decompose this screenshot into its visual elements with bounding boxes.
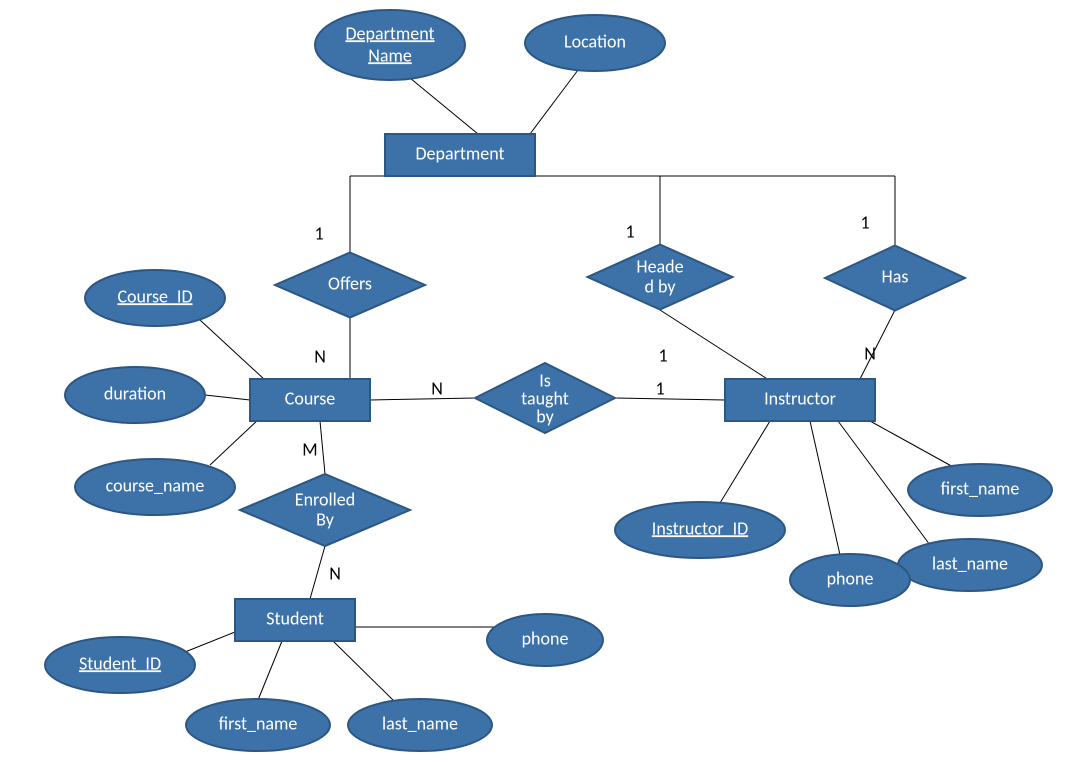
edge <box>410 78 478 134</box>
attribute-label: first_name <box>941 477 1020 499</box>
attribute-instr_id: Instructor_ID <box>615 502 785 558</box>
entity-course: Course <box>250 379 370 421</box>
cardinality-taught_instr: 1 <box>655 377 664 399</box>
relationship-label: Heade <box>636 255 683 277</box>
attribute-student_id: Student_ID <box>45 637 195 693</box>
cardinality-offers_course: N <box>314 345 326 367</box>
relationship-label: By <box>316 508 335 530</box>
edge <box>530 70 578 134</box>
entity-label: Instructor <box>764 387 836 409</box>
relationship-label: Offers <box>328 272 372 294</box>
edge <box>810 421 840 555</box>
attribute-label: course_name <box>106 474 205 496</box>
attribute-instr_last: last_name <box>898 539 1042 591</box>
entity-label: Department <box>415 142 504 164</box>
attribute-stu_phone: phone <box>487 614 603 666</box>
attribute-label: first_name <box>219 712 298 734</box>
relationship-headed_by: Headed by <box>588 245 733 310</box>
cardinality-enrolled_student: N <box>329 562 341 584</box>
entity-instructor: Instructor <box>725 379 875 421</box>
cardinality-offers_dept: 1 <box>314 222 323 244</box>
cardinality-has_dept: 1 <box>860 211 869 233</box>
relationship-enrolled_by: EnrolledBy <box>240 474 410 546</box>
edge <box>210 418 260 465</box>
edge <box>310 546 325 599</box>
edge <box>258 641 282 700</box>
attribute-stu_first: first_name <box>186 699 330 751</box>
cardinality-enrolled_course: M <box>302 438 317 460</box>
cardinality-taught_course: N <box>431 377 443 399</box>
attribute-location: Location <box>525 15 665 71</box>
attribute-label: Student_ID <box>79 652 161 674</box>
cardinality-has_instr: N <box>864 342 876 364</box>
attribute-label: last_name <box>932 552 1008 574</box>
entity-department: Department <box>385 134 535 176</box>
edge <box>185 632 235 652</box>
entity-label: Student <box>266 607 324 629</box>
relationship-is_taught_by: Istaughtby <box>475 363 615 433</box>
attribute-label: duration <box>104 382 166 404</box>
attribute-label: Location <box>564 30 626 52</box>
attribute-label: Instructor_ID <box>652 517 748 539</box>
attribute-stu_last: last_name <box>348 699 492 751</box>
attribute-course_id: Course_ID <box>85 270 225 326</box>
attribute-instr_first: first_name <box>908 464 1052 516</box>
edge <box>370 398 475 400</box>
entity-student: Student <box>235 599 355 641</box>
attribute-course_name: course_name <box>75 459 235 515</box>
attribute-label: Name <box>368 44 412 66</box>
attribute-label: phone <box>522 627 569 649</box>
edge <box>205 395 250 400</box>
edge <box>320 421 325 474</box>
edge <box>200 320 265 380</box>
entity-label: Course <box>285 387 336 409</box>
edge <box>870 421 955 468</box>
relationship-offers: Offers <box>275 253 425 318</box>
attribute-dept_name: DepartmentName <box>315 10 465 80</box>
relationship-label: d by <box>644 275 676 297</box>
relationship-label: Enrolled <box>295 488 355 510</box>
attribute-duration: duration <box>65 367 205 423</box>
relationship-label: Has <box>882 265 909 287</box>
attribute-label: Course_ID <box>117 285 192 307</box>
edge <box>333 641 395 702</box>
cardinality-headed_dept: 1 <box>625 220 634 242</box>
cardinality-headed_instr: 1 <box>658 344 667 366</box>
attribute-label: phone <box>827 567 874 589</box>
relationship-label: by <box>536 405 554 427</box>
attribute-label: last_name <box>382 712 458 734</box>
attribute-instr_phone: phone <box>790 554 910 606</box>
relationship-has: Has <box>825 246 965 311</box>
edge <box>615 398 725 400</box>
er-diagram-canvas: DepartmentNameLocationCourse_IDdurationc… <box>0 0 1069 765</box>
attribute-label: Department <box>345 22 434 44</box>
edge <box>720 421 770 503</box>
